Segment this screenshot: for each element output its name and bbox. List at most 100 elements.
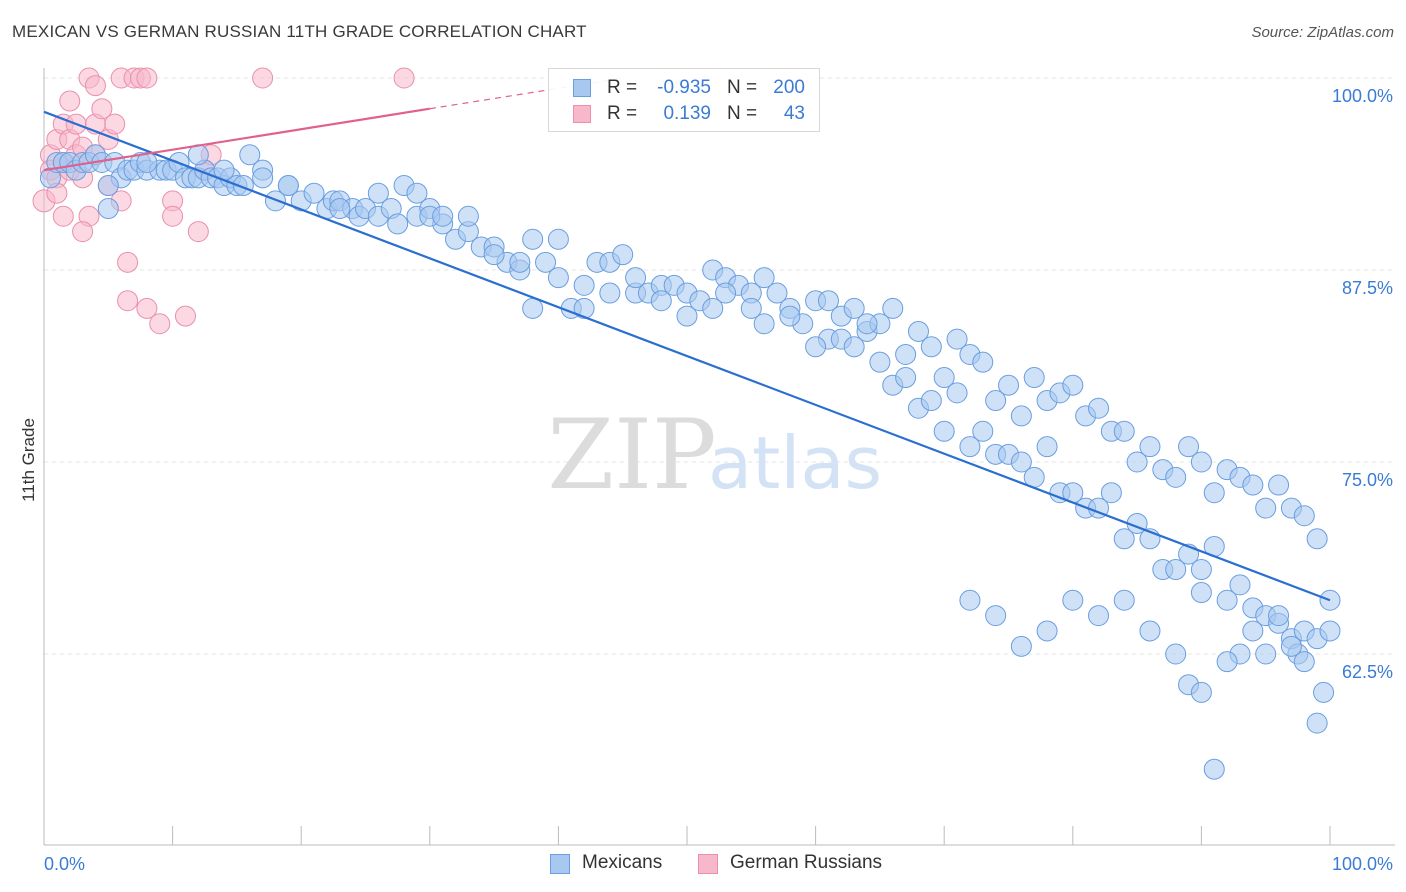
mexican-point <box>625 267 647 289</box>
legend-n-label: N = <box>727 77 758 98</box>
mexican-point <box>252 167 274 189</box>
mexican-point <box>959 436 981 458</box>
mexican-point <box>1242 474 1264 496</box>
mexican-point <box>882 297 904 319</box>
mexican-point <box>1165 559 1187 581</box>
mexican-point <box>457 205 479 227</box>
mexican-point <box>753 267 775 289</box>
german-russian-point <box>104 113 126 135</box>
mexican-point <box>1190 451 1212 473</box>
mexican-point <box>676 305 698 327</box>
mexican-point <box>547 228 569 250</box>
mexican-point <box>1010 451 1032 473</box>
mexican-point <box>97 198 119 220</box>
mexican-point <box>817 290 839 312</box>
legend-n-value: 43 <box>783 103 805 124</box>
mexican-point <box>1280 635 1302 657</box>
german-russian-point <box>187 221 209 243</box>
mexican-point <box>1293 651 1315 673</box>
mexican-point <box>843 336 865 358</box>
mexican-point <box>985 390 1007 412</box>
legend: R = -0.935 N = 200 R = 0.139 N = 43 <box>548 68 820 132</box>
mexican-point <box>972 351 994 373</box>
german-russian-point <box>393 67 415 89</box>
mexican-point <box>1139 620 1161 642</box>
legend-r-label: R = <box>607 103 638 124</box>
mexican-point <box>136 151 158 173</box>
mexican-point <box>959 589 981 611</box>
mexican-point <box>1306 712 1328 734</box>
mexican-point <box>329 198 351 220</box>
mexican-point <box>1190 681 1212 703</box>
german-russian-point <box>162 205 184 227</box>
mexican-point <box>702 297 724 319</box>
german-russian-point <box>84 75 106 97</box>
mexican-point <box>1268 605 1290 627</box>
mexican-point <box>650 290 672 312</box>
trendlines <box>43 77 1331 602</box>
mexican-point <box>387 213 409 235</box>
mexican-point <box>998 374 1019 396</box>
mexican-point <box>1113 589 1135 611</box>
axis-labels: 62.5% 75.0% 87.5% 100.0% 0.0% 100.0% 11th Grad… <box>19 86 1393 874</box>
mexican-point <box>715 282 737 304</box>
mexicans-label: Mexicans <box>582 852 663 873</box>
legend-r-label: R = <box>607 77 638 98</box>
mexican-point <box>509 251 531 273</box>
mexican-point <box>1255 643 1277 665</box>
german-russian-point <box>117 251 139 273</box>
mexican-point <box>547 267 569 289</box>
german-russian-point <box>149 313 171 335</box>
mexican-point <box>1010 405 1032 427</box>
y-axis-title: 11th Grade <box>19 418 38 502</box>
mexican-point <box>907 320 929 342</box>
mexican-point <box>1088 605 1110 627</box>
mexican-point <box>1062 374 1084 396</box>
german-russian-point <box>52 205 74 227</box>
german-russians-swatch <box>573 105 591 123</box>
chart-title: MEXICAN VS GERMAN RUSSIAN 11TH GRADE COR… <box>12 22 587 41</box>
mexican-point <box>1306 528 1328 550</box>
mexican-point <box>753 313 775 335</box>
mexican-point <box>1319 620 1341 642</box>
german-russians-swatch <box>698 854 718 874</box>
mexican-point <box>303 182 325 204</box>
mexican-point <box>985 605 1007 627</box>
german-russian-point <box>136 67 158 89</box>
mexican-point <box>1100 482 1122 504</box>
legend-n-label: N = <box>727 103 758 124</box>
mexican-point <box>805 336 827 358</box>
german-russian-point <box>117 290 139 312</box>
mexican-point <box>573 274 595 296</box>
mexican-point <box>1268 474 1290 496</box>
german-russians-label: German Russians <box>730 852 883 873</box>
x-tick-label-max: 100.0% <box>1332 854 1393 874</box>
watermark-zip: ZIP <box>547 399 716 511</box>
german-russian-point <box>72 221 94 243</box>
mexicans-swatch <box>550 854 570 874</box>
mexican-point <box>1216 651 1238 673</box>
mexican-point <box>920 390 942 412</box>
german-russian-point <box>59 90 81 112</box>
mexican-point <box>1178 436 1200 458</box>
legend-r-value: 0.139 <box>663 103 711 124</box>
mexican-point <box>573 297 595 319</box>
y-tick-label: 62.5% <box>1342 662 1393 682</box>
mexican-point <box>1190 559 1212 581</box>
mexicans-trendline <box>43 110 1331 602</box>
legend-row-mexicans: R = -0.935 N = 200 <box>549 75 819 101</box>
mexican-point <box>406 182 428 204</box>
mexican-point <box>1113 528 1135 550</box>
german-russian-point <box>91 98 113 120</box>
mexican-point <box>1139 436 1161 458</box>
mexican-point <box>1203 482 1225 504</box>
mexican-point <box>856 313 878 335</box>
mexican-point <box>535 251 557 273</box>
mexican-point <box>277 175 299 197</box>
mexican-point <box>1203 758 1225 780</box>
mexican-point <box>933 420 955 442</box>
legend-row-german-russians: R = 0.139 N = 43 <box>549 101 819 127</box>
mexican-point <box>1229 574 1251 596</box>
mexicans-swatch <box>573 79 591 97</box>
mexican-point <box>1036 620 1058 642</box>
